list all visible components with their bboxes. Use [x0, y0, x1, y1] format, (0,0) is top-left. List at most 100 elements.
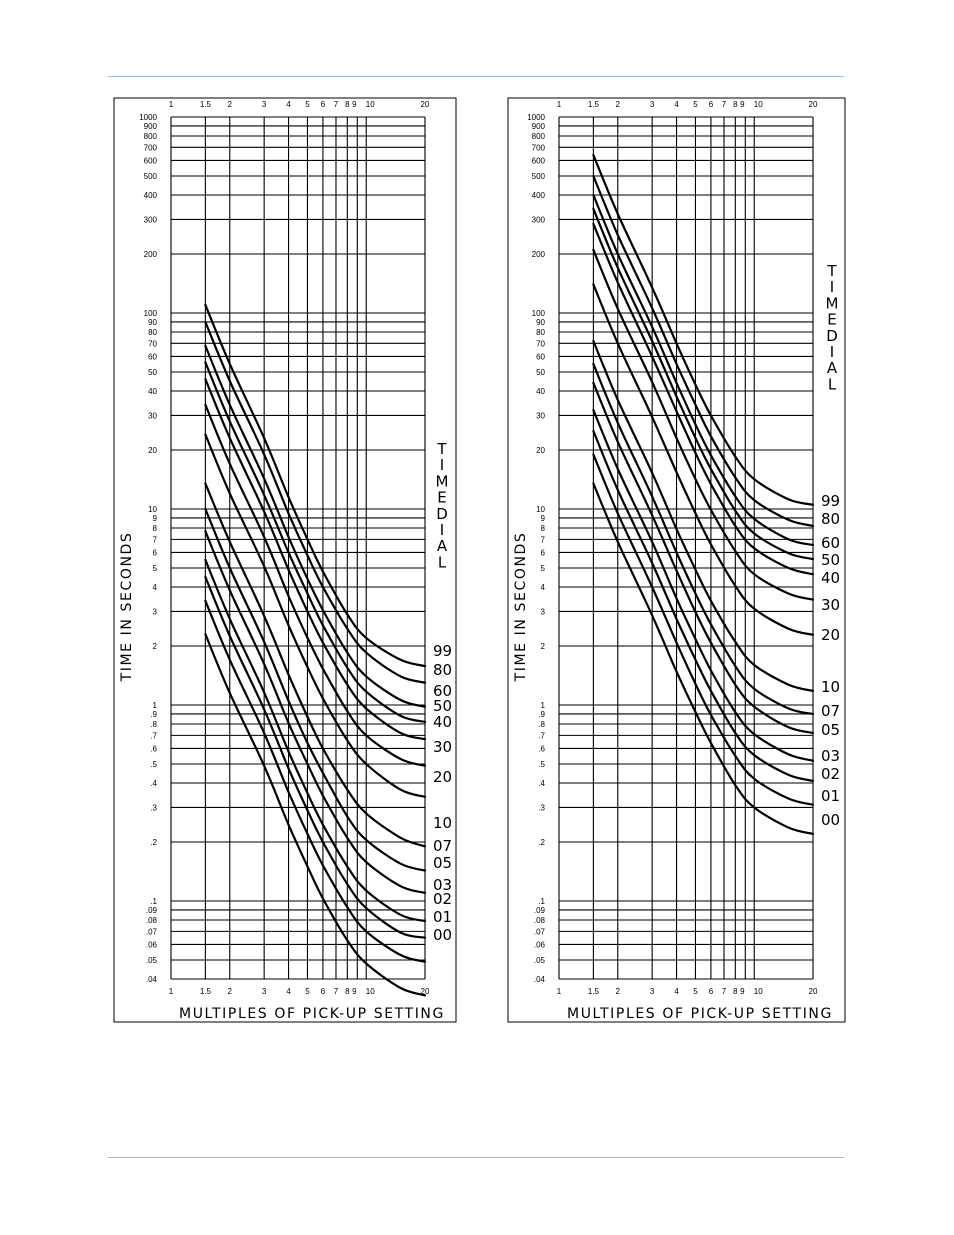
- curve-dial-02: [592, 429, 815, 782]
- legend-title-letter: T: [436, 440, 447, 458]
- y-tick-label: 30: [148, 411, 157, 420]
- x-tick-label-bottom: 1.5: [200, 987, 212, 996]
- y-tick-label: 4: [541, 583, 546, 592]
- curve-label-40: 40: [821, 569, 840, 587]
- x-tick-label-top: 6: [709, 100, 714, 109]
- curve-dial-03: [592, 408, 815, 762]
- curve-dial-02: [204, 575, 427, 939]
- y-tick-label: 80: [148, 328, 157, 337]
- y-tick-label: .6: [150, 744, 157, 753]
- curve-label-20: 20: [433, 768, 452, 786]
- y-tick-label: .1: [150, 897, 157, 906]
- curve-label-01: 01: [821, 787, 840, 805]
- chart-frame: [113, 97, 457, 1023]
- y-tick-label: 800: [144, 132, 158, 141]
- y-tick-label: 100: [144, 309, 158, 318]
- y-tick-label: 100: [532, 309, 546, 318]
- y-tick-label: 200: [532, 250, 546, 259]
- x-tick-label-top: 5: [305, 100, 310, 109]
- legend-title-letter: M: [436, 472, 449, 490]
- x-tick-label-bottom: 7: [722, 987, 727, 996]
- y-tick-label: 6: [541, 548, 546, 557]
- y-tick-label: .4: [538, 779, 545, 788]
- y-tick-label: .06: [534, 940, 546, 949]
- y-tick-label: 800: [532, 132, 546, 141]
- x-tick-label-top: 1: [169, 100, 174, 109]
- x-tick-label-top: 7: [722, 100, 727, 109]
- curve-label-30: 30: [821, 596, 840, 614]
- header-rule: [108, 76, 844, 77]
- curve-label-50: 50: [821, 551, 840, 569]
- y-tick-label: 10: [148, 505, 157, 514]
- curve-dial-60: [204, 344, 427, 708]
- y-tick-label: 5: [153, 564, 158, 573]
- y-tick-label: 3: [153, 607, 158, 616]
- y-tick-label: 90: [536, 318, 545, 327]
- curve-dial-99: [204, 303, 427, 668]
- x-tick-label-top: 4: [286, 100, 291, 109]
- y-tick-label: .2: [150, 838, 157, 847]
- x-tick-label-bottom: 10: [754, 987, 763, 996]
- x-tick-label-top: 2: [616, 100, 621, 109]
- x-axis-title: MULTIPLES OF PICK-UP SETTING: [567, 1006, 833, 1022]
- y-tick-label: .09: [146, 906, 158, 915]
- legend-title-letter: L: [438, 553, 447, 571]
- curve-dial-80: [592, 174, 815, 527]
- y-tick-label: 90: [148, 318, 157, 327]
- y-tick-label: 1: [541, 701, 546, 710]
- y-tick-label: 6: [153, 548, 158, 557]
- curve-dial-05: [204, 530, 427, 894]
- x-tick-label-top: 1: [557, 100, 562, 109]
- y-tick-label: 1000: [527, 113, 545, 122]
- y-tick-label: .7: [538, 731, 545, 740]
- y-tick-label: 60: [148, 352, 157, 361]
- footer-rule: [108, 1157, 844, 1158]
- curve-dial-01: [204, 599, 427, 963]
- y-tick-label: 70: [148, 339, 157, 348]
- y-tick-label: .08: [146, 916, 158, 925]
- y-tick-label: 300: [532, 215, 546, 224]
- x-tick-label-top: 9: [740, 100, 745, 109]
- curve-label-05: 05: [433, 854, 452, 872]
- y-tick-label: 500: [144, 172, 158, 181]
- curve-dial-07: [592, 362, 815, 716]
- curve-label-99: 99: [821, 492, 840, 510]
- x-tick-label-top: 5: [693, 100, 698, 109]
- y-tick-label: .8: [538, 720, 545, 729]
- y-axis-title: TIME IN SECONDS: [119, 532, 135, 683]
- curves: [204, 303, 427, 997]
- curve-label-10: 10: [433, 814, 452, 832]
- x-tick-label-bottom: 8: [345, 987, 350, 996]
- x-tick-label-bottom: 9: [352, 987, 357, 996]
- legend-title-letter: A: [437, 537, 448, 555]
- curve-dial-30: [592, 248, 815, 601]
- y-tick-label: 300: [144, 215, 158, 224]
- y-tick-label: 600: [144, 156, 158, 165]
- curve-dial-99: [592, 153, 815, 506]
- y-tick-label: .05: [534, 956, 546, 965]
- y-tick-label: 40: [536, 387, 545, 396]
- x-tick-label-bottom: 5: [693, 987, 698, 996]
- curve-dial-30: [204, 403, 427, 767]
- curve-dial-00: [204, 633, 427, 997]
- curve-label-00: 00: [433, 926, 452, 944]
- chart-panel-2: 1000900800700600500400300200100908070605…: [507, 97, 846, 1023]
- curve-label-50: 50: [433, 697, 452, 715]
- curves: [592, 153, 815, 835]
- chart-panel-1: 1000900800700600500400300200100908070605…: [113, 97, 457, 1023]
- y-tick-label: .04: [146, 975, 158, 984]
- y-tick-label: .09: [534, 906, 546, 915]
- curve-label-02: 02: [433, 890, 452, 908]
- y-tick-label: 20: [148, 446, 157, 455]
- curve-dial-40: [592, 222, 815, 576]
- y-tick-label: 5: [541, 564, 546, 573]
- legend-title-letter: A: [827, 359, 838, 377]
- y-tick-label: 900: [144, 122, 158, 131]
- x-axis-title: MULTIPLES OF PICK-UP SETTING: [179, 1006, 445, 1022]
- x-tick-label-bottom: 4: [674, 987, 679, 996]
- y-tick-label: .5: [538, 760, 545, 769]
- curve-label-80: 80: [433, 661, 452, 679]
- x-tick-label-bottom: 1: [557, 987, 562, 996]
- legend-title-letter: I: [830, 343, 834, 361]
